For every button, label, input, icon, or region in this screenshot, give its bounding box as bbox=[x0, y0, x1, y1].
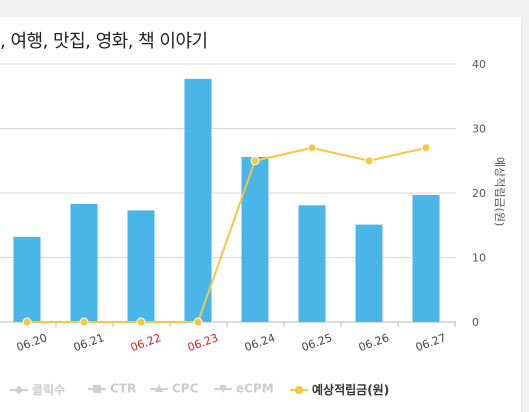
line-point[interactable] bbox=[364, 156, 374, 166]
gridlines bbox=[0, 63, 456, 323]
legend-circle-icon bbox=[290, 385, 312, 395]
line-point[interactable] bbox=[421, 143, 431, 153]
legend-square-icon bbox=[88, 384, 110, 394]
x-tick-label: 06.27 bbox=[414, 331, 448, 354]
bar[interactable] bbox=[13, 236, 41, 322]
legend-item[interactable]: 예상적립금(원) bbox=[290, 381, 389, 398]
legend-triangle-down-icon bbox=[214, 384, 236, 394]
legend-label: CTR bbox=[110, 381, 137, 396]
y-tick-label: 40 bbox=[472, 58, 486, 71]
line-path bbox=[27, 146, 427, 323]
line-point[interactable] bbox=[193, 317, 203, 327]
y-tick-label: 10 bbox=[472, 252, 486, 265]
y-axis-label: 예상적립금(원) bbox=[493, 157, 506, 226]
y-tick-label: 20 bbox=[472, 187, 486, 200]
x-axis-ticks: 06.20 06.21 06.22 06.23 06.24 06.25 06.26 06.27 bbox=[15, 322, 456, 354]
x-tick-label: 06.23 bbox=[186, 331, 220, 354]
bar[interactable] bbox=[298, 205, 326, 322]
legend-label: CPC bbox=[172, 381, 199, 396]
legend-label: 예상적립금(원) bbox=[312, 383, 390, 397]
bar[interactable] bbox=[70, 203, 98, 322]
legend-diamond-icon bbox=[10, 384, 32, 395]
bar[interactable] bbox=[184, 78, 212, 323]
legend-item[interactable]: 클릭수 bbox=[10, 381, 65, 398]
bar[interactable] bbox=[127, 210, 155, 322]
x-tick-label: 06.26 bbox=[357, 331, 391, 354]
y-axis-ticks: 0 10 20 30 40 bbox=[472, 58, 486, 329]
legend-triangle-icon bbox=[150, 383, 172, 394]
legend-label: eCPM bbox=[236, 381, 274, 396]
legend-item[interactable]: CPC bbox=[150, 381, 198, 396]
chart-title: , 여행, 맛집, 영화, 책 이야기 bbox=[0, 31, 208, 52]
x-tick-label: 06.22 bbox=[129, 331, 163, 354]
x-tick-label: 06.20 bbox=[15, 331, 49, 354]
bar-series bbox=[13, 78, 440, 323]
legend-item[interactable]: CTR bbox=[88, 381, 136, 396]
y-tick-label: 0 bbox=[472, 316, 479, 329]
x-tick-label: 06.25 bbox=[300, 331, 334, 354]
bar[interactable] bbox=[412, 194, 440, 322]
legend-label: 클릭수 bbox=[32, 383, 66, 397]
line-point[interactable] bbox=[136, 317, 146, 327]
bar[interactable] bbox=[355, 224, 383, 322]
legend: 클릭수 CTR CPC eCPM 예상적립금(원) bbox=[0, 379, 521, 399]
y-tick-label: 30 bbox=[472, 123, 486, 136]
chart-svg: 0 10 20 30 40 06.20 06.21 06.22 06.23 06.24 06.25… bbox=[0, 58, 506, 354]
line-series bbox=[22, 143, 431, 327]
x-tick-label: 06.21 bbox=[72, 331, 106, 354]
bar[interactable] bbox=[241, 156, 269, 322]
legend-item[interactable]: eCPM bbox=[214, 381, 274, 396]
line-point[interactable] bbox=[79, 317, 89, 327]
line-point[interactable] bbox=[22, 317, 32, 327]
chart-card: , 여행, 맛집, 영화, 책 이야기 0 10 20 30 40 06.20 06.21… bbox=[0, 17, 522, 412]
line-point[interactable] bbox=[307, 143, 317, 153]
line-point[interactable] bbox=[250, 156, 260, 166]
x-tick-label: 06.24 bbox=[243, 331, 277, 354]
